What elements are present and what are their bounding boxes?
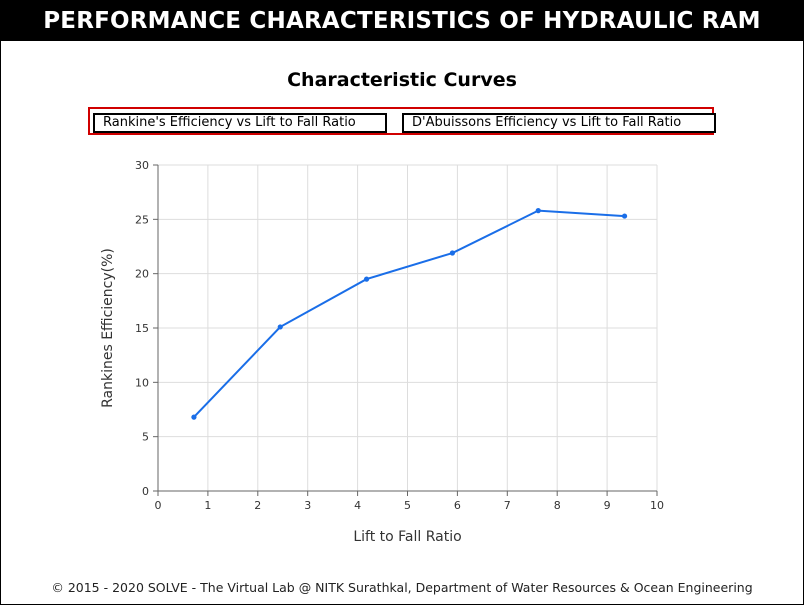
page-banner: PERFORMANCE CHARACTERISTICS OF HYDRAULIC… [1, 1, 803, 41]
y-tick-label: 30 [135, 159, 149, 172]
data-point [535, 208, 541, 214]
x-tick-label: 7 [504, 499, 511, 512]
page-footer: © 2015 - 2020 SOLVE - The Virtual Lab @ … [51, 580, 753, 595]
y-tick-label: 0 [142, 485, 149, 498]
x-tick-label: 8 [554, 499, 561, 512]
x-tick-label: 5 [404, 499, 411, 512]
y-axis-label: Rankines Efficiency(%) [100, 248, 116, 408]
y-tick-label: 25 [135, 213, 149, 226]
y-tick-label: 10 [135, 376, 149, 389]
x-tick-label: 10 [650, 499, 664, 512]
x-tick-label: 3 [304, 499, 311, 512]
daubuisson-efficiency-button[interactable]: D'Abuissons Efficiency vs Lift to Fall R… [402, 113, 716, 133]
rankine-efficiency-button[interactable]: Rankine's Efficiency vs Lift to Fall Rat… [93, 113, 387, 133]
data-point [363, 276, 370, 282]
series-line [193, 209, 625, 418]
data-point [277, 324, 283, 330]
x-tick-label: 9 [604, 499, 611, 512]
chart-title: Characteristic Curves [287, 69, 517, 91]
x-tick-label: 0 [155, 499, 162, 512]
x-tick-label: 2 [254, 499, 261, 512]
data-point [621, 213, 628, 219]
x-tick-label: 1 [204, 499, 211, 512]
line-chart: 0 1 2 3 4 5 6 7 8 9 10 0 5 10 15 20 25 30 Lift to Fall Rat… [100, 159, 664, 545]
y-tick-label: 20 [135, 268, 149, 281]
x-tick-label: 6 [454, 499, 461, 512]
x-tick-label: 4 [354, 499, 361, 512]
chart-selector-group: Rankine's Efficiency vs Lift to Fall Rat… [88, 107, 716, 135]
y-tick-label: 5 [142, 431, 149, 444]
x-axis-label: Lift to Fall Ratio [353, 529, 461, 545]
data-point [449, 250, 456, 256]
data-point [191, 414, 197, 420]
y-tick-label: 15 [135, 322, 149, 335]
